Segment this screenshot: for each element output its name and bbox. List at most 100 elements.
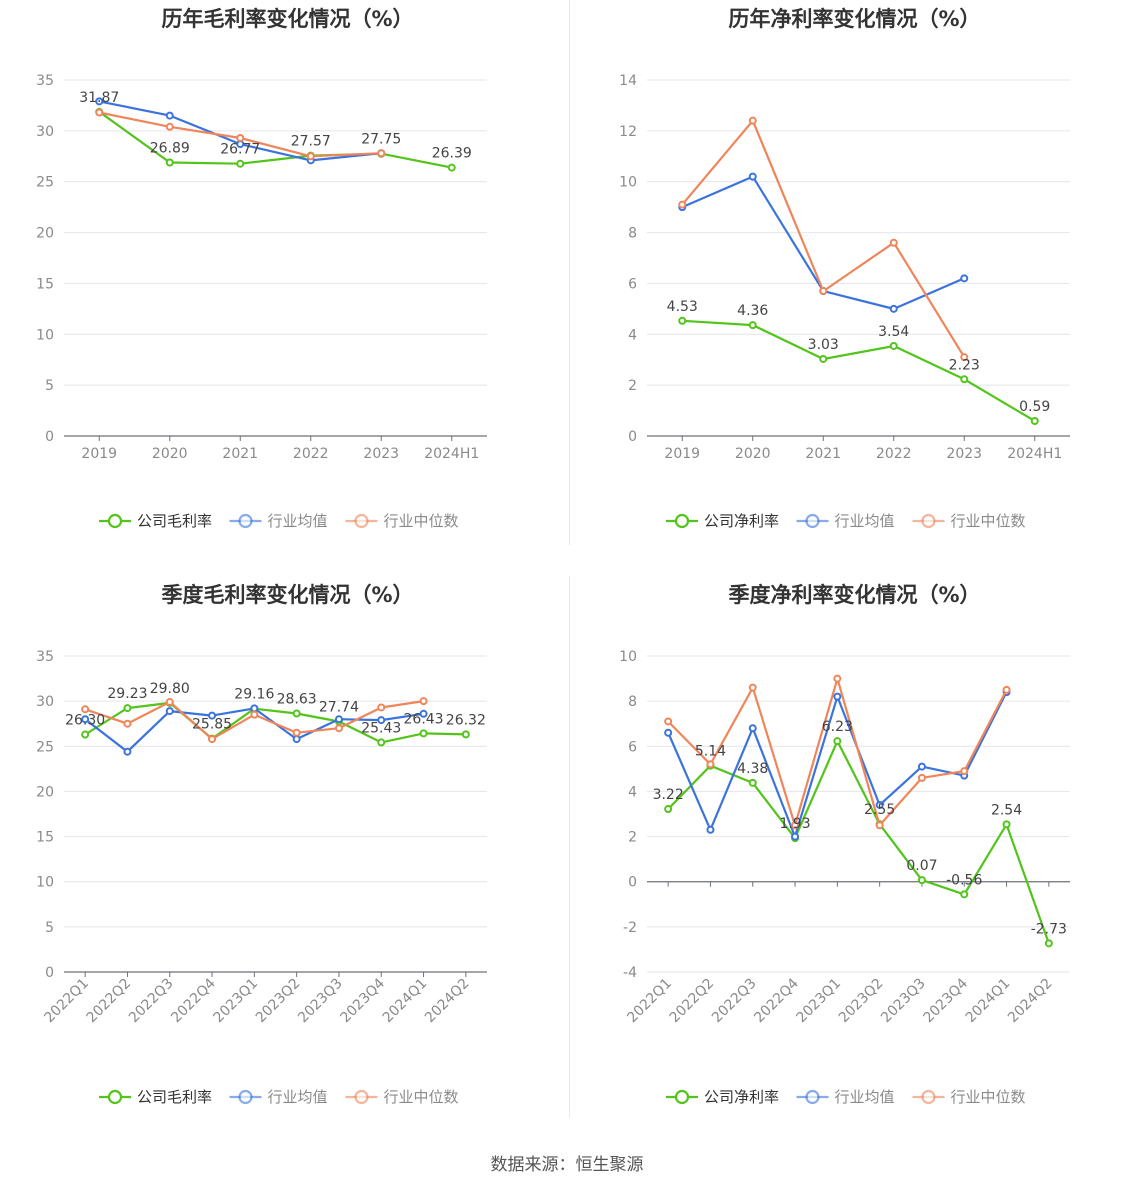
data-label: 2.55 <box>864 802 895 818</box>
data-point <box>419 709 428 718</box>
legend-marker <box>921 513 936 529</box>
y-tick-label: 4 <box>628 327 637 343</box>
data-point <box>1002 685 1011 694</box>
legend-item[interactable]: 行业中位数 <box>345 1088 459 1106</box>
legend-item[interactable]: 行业均值 <box>796 512 895 530</box>
data-point <box>960 353 969 362</box>
legend-label: 行业中位数 <box>951 1088 1026 1106</box>
chart-panel-quarterly-net: 季度净利率变化情况（%）-4-202468102022Q12022Q22022Q… <box>619 583 1070 1106</box>
y-tick-label: 5 <box>45 378 54 394</box>
x-tick-label: 2022Q3 <box>126 976 177 1027</box>
data-label: 5.14 <box>695 744 726 760</box>
data-point <box>917 876 926 885</box>
x-tick-label: 2024H1 <box>424 446 479 462</box>
data-point <box>123 747 132 756</box>
x-tick-label: 2023Q1 <box>794 976 845 1027</box>
data-label: 29.23 <box>107 686 147 702</box>
y-tick-label: 10 <box>36 327 54 343</box>
data-point <box>165 707 174 716</box>
data-point <box>960 375 969 384</box>
data-point <box>678 316 687 325</box>
data-point <box>334 715 343 724</box>
data-point <box>1002 820 1011 829</box>
data-point <box>250 704 259 713</box>
data-point <box>334 724 343 733</box>
series-line <box>682 319 1036 422</box>
chart-panel-annual-gross: 历年毛利率变化情况（%） 0 5 10 15 20 25 30 35 2019 2020 2021 20… <box>36 7 487 530</box>
data-label: 3.22 <box>653 787 684 803</box>
x-tick-label: 2019 <box>664 446 700 462</box>
legend-label: 公司净利率 <box>704 512 779 530</box>
legend-label: 行业中位数 <box>951 512 1026 530</box>
y-tick-label: 8 <box>628 694 637 710</box>
data-label: 31.87 <box>79 90 119 106</box>
legend-item[interactable]: 行业中位数 <box>912 512 1026 530</box>
legend-item[interactable]: 公司净利率 <box>666 512 779 530</box>
legend-marker <box>238 513 253 529</box>
y-tick-label: 35 <box>36 649 54 665</box>
legend-item[interactable]: 公司毛利率 <box>99 512 212 530</box>
series-line <box>98 110 453 169</box>
data-point <box>748 321 757 330</box>
data-point <box>306 152 315 161</box>
series-line <box>667 691 1008 838</box>
x-tick-label: 2024Q2 <box>422 976 473 1027</box>
y-tick-label: -4 <box>623 965 637 981</box>
data-point <box>81 705 90 714</box>
top-divider <box>569 0 570 545</box>
data-point <box>706 760 715 769</box>
data-source-note: 数据来源：恒生聚源 <box>490 1155 644 1175</box>
x-tick-label: 2023Q4 <box>920 975 971 1026</box>
x-tick-label: 2022Q1 <box>624 976 675 1027</box>
data-point <box>377 149 386 158</box>
x-tick-label: 2023Q3 <box>878 976 929 1027</box>
y-tick-label: 25 <box>36 175 54 191</box>
data-point <box>748 172 757 181</box>
legend-marker <box>238 1089 253 1105</box>
data-point <box>889 238 898 247</box>
legend-label: 公司毛利率 <box>137 512 212 530</box>
y-tick-label: 6 <box>628 276 637 292</box>
y-tick-label: 14 <box>619 73 637 89</box>
data-label: 26.77 <box>220 142 260 158</box>
data-label: 4.36 <box>737 303 768 319</box>
y-tick-label: 0 <box>628 875 637 891</box>
legend-item[interactable]: 公司毛利率 <box>99 1088 212 1106</box>
x-tick-label: 2024Q1 <box>380 976 431 1027</box>
data-point <box>889 304 898 313</box>
legend-item[interactable]: 行业均值 <box>229 1088 328 1106</box>
x-tick-label: 2023Q2 <box>836 976 887 1027</box>
legend-item[interactable]: 行业中位数 <box>912 1088 1026 1106</box>
legend-item[interactable]: 行业均值 <box>796 1088 895 1106</box>
legend-marker <box>674 1089 690 1105</box>
x-tick-label: 2022Q1 <box>41 976 92 1027</box>
y-tick-label: 10 <box>619 649 637 665</box>
legend-label: 行业中位数 <box>384 512 459 530</box>
y-tick-label: 35 <box>36 73 54 89</box>
x-tick-label: 2023Q3 <box>295 976 346 1027</box>
data-label: 4.38 <box>737 761 768 777</box>
data-label: 3.03 <box>808 337 839 353</box>
x-tick-label: 2021 <box>222 446 258 462</box>
data-point <box>419 729 428 738</box>
y-tick-label: 10 <box>36 875 54 891</box>
data-label: 27.57 <box>291 134 331 150</box>
data-label: 26.32 <box>446 712 486 728</box>
y-tick-label: 6 <box>628 739 637 755</box>
x-tick-label: 2023Q1 <box>211 976 262 1027</box>
data-label: 6.23 <box>822 719 853 735</box>
y-tick-label: 30 <box>36 124 54 140</box>
legend-item[interactable]: 公司净利率 <box>666 1088 779 1106</box>
data-point <box>165 122 174 131</box>
legend-marker <box>107 1089 123 1105</box>
x-tick-label: 2024Q2 <box>1005 976 1056 1027</box>
y-tick-label: 12 <box>619 124 637 140</box>
data-point <box>95 108 104 117</box>
x-tick-label: 2021 <box>805 446 841 462</box>
legend-label: 行业均值 <box>835 1088 895 1106</box>
y-tick-label: 15 <box>36 830 54 846</box>
y-tick-label: 10 <box>619 175 637 191</box>
legend-item[interactable]: 行业中位数 <box>345 512 459 530</box>
legend-item[interactable]: 行业均值 <box>229 512 328 530</box>
data-point <box>875 800 884 809</box>
